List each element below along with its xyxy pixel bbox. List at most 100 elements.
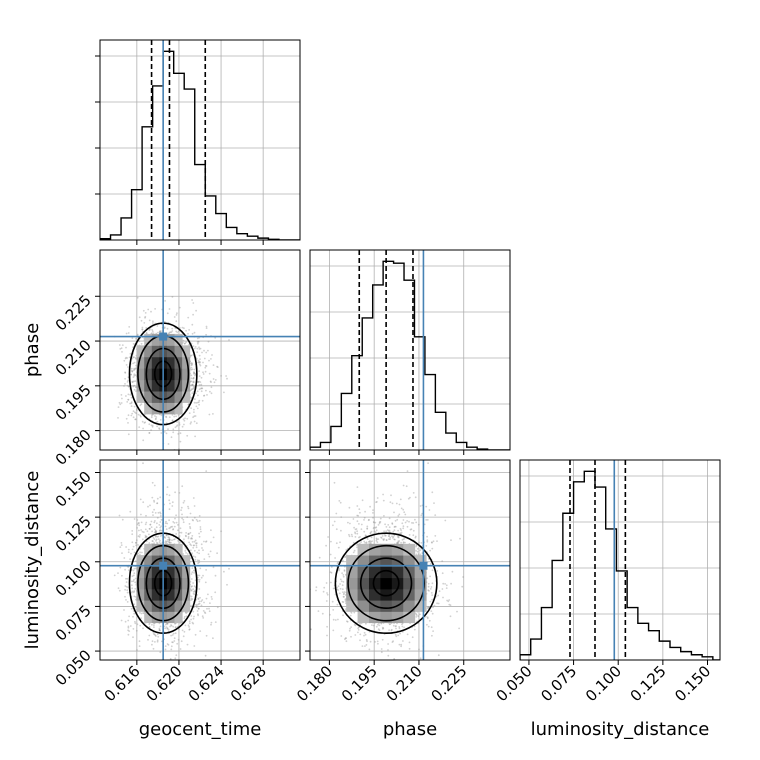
sample-point — [179, 663, 181, 665]
sample-point — [175, 330, 178, 333]
sample-point — [151, 414, 153, 417]
sample-point — [198, 588, 201, 590]
sample-point — [130, 367, 133, 370]
sample-point — [158, 331, 161, 333]
sample-point — [337, 546, 340, 549]
sample-point — [356, 530, 358, 533]
sample-point — [129, 402, 132, 405]
sample-point — [364, 510, 366, 513]
sample-point — [192, 381, 195, 384]
sample-point — [144, 534, 147, 537]
sample-point — [205, 541, 207, 543]
sample-point — [130, 607, 133, 610]
sample-point — [157, 538, 160, 540]
sample-point — [200, 543, 203, 546]
sample-point — [137, 552, 140, 555]
sample-point — [128, 385, 130, 388]
sample-point — [165, 540, 168, 543]
truth-marker — [159, 561, 168, 570]
sample-point — [125, 332, 128, 335]
sample-point — [190, 573, 193, 575]
sample-point — [323, 586, 326, 589]
sample-point — [332, 524, 334, 527]
sample-point — [173, 522, 176, 524]
sample-point — [140, 521, 143, 524]
density-cell — [136, 379, 145, 392]
sample-point — [419, 553, 422, 556]
sample-point — [181, 326, 184, 329]
sample-point — [166, 627, 169, 630]
sample-point — [201, 387, 204, 390]
sample-point — [210, 386, 213, 389]
sample-point — [168, 539, 171, 541]
sample-point — [156, 640, 159, 643]
sample-point — [388, 538, 390, 540]
sample-point — [197, 562, 200, 565]
sample-point — [152, 322, 154, 324]
density-cell — [144, 402, 153, 415]
sample-point — [417, 615, 420, 618]
sample-point — [401, 539, 404, 541]
density-cell — [144, 600, 153, 612]
sample-point — [133, 368, 136, 371]
sample-point — [120, 542, 123, 544]
sample-point — [133, 603, 136, 606]
sample-point — [192, 302, 195, 304]
sample-point — [200, 387, 203, 390]
sample-point — [190, 366, 193, 369]
sample-point — [169, 625, 172, 628]
sample-point — [173, 538, 176, 540]
sample-point — [426, 623, 428, 626]
sample-point — [133, 572, 136, 575]
sample-point — [205, 634, 208, 637]
sample-point — [130, 396, 133, 399]
sample-point — [193, 411, 195, 413]
sample-point — [391, 535, 393, 538]
sample-point — [348, 506, 351, 509]
sample-point — [198, 552, 201, 555]
sample-point — [442, 582, 445, 585]
sample-point — [342, 581, 345, 583]
sample-point — [140, 612, 143, 615]
sample-point — [132, 356, 135, 359]
sample-point — [193, 420, 196, 423]
density-cell — [151, 543, 160, 556]
sample-point — [212, 413, 214, 415]
sample-point — [138, 524, 141, 527]
sample-point — [190, 354, 192, 357]
density-cell — [166, 356, 176, 369]
sample-point — [194, 589, 196, 592]
density-cell — [151, 577, 160, 590]
sample-point — [138, 536, 141, 538]
sample-point — [426, 540, 429, 543]
sample-point — [159, 512, 162, 515]
sample-point — [345, 549, 348, 551]
sample-point — [133, 551, 136, 554]
sample-point — [354, 531, 356, 534]
sample-point — [148, 432, 151, 434]
sample-point — [427, 625, 430, 628]
sample-point — [192, 546, 195, 549]
sample-point — [392, 537, 394, 539]
sample-point — [153, 508, 156, 511]
sample-point — [389, 501, 392, 504]
sample-point — [158, 529, 161, 532]
sample-point — [202, 549, 204, 552]
sample-point — [147, 639, 149, 641]
sample-point — [330, 571, 333, 574]
sample-point — [156, 516, 159, 519]
sample-point — [142, 531, 145, 534]
sample-point — [205, 327, 208, 329]
sample-point — [363, 519, 365, 521]
sample-point — [202, 371, 204, 374]
sample-point — [168, 519, 171, 522]
density-cell — [174, 543, 183, 556]
sample-point — [361, 499, 364, 502]
sample-point — [193, 615, 195, 618]
sample-point — [127, 398, 130, 401]
sample-point — [161, 661, 163, 663]
sample-point — [124, 383, 126, 385]
sample-point — [154, 529, 157, 532]
sample-point — [177, 638, 180, 641]
sample-point — [185, 341, 188, 344]
